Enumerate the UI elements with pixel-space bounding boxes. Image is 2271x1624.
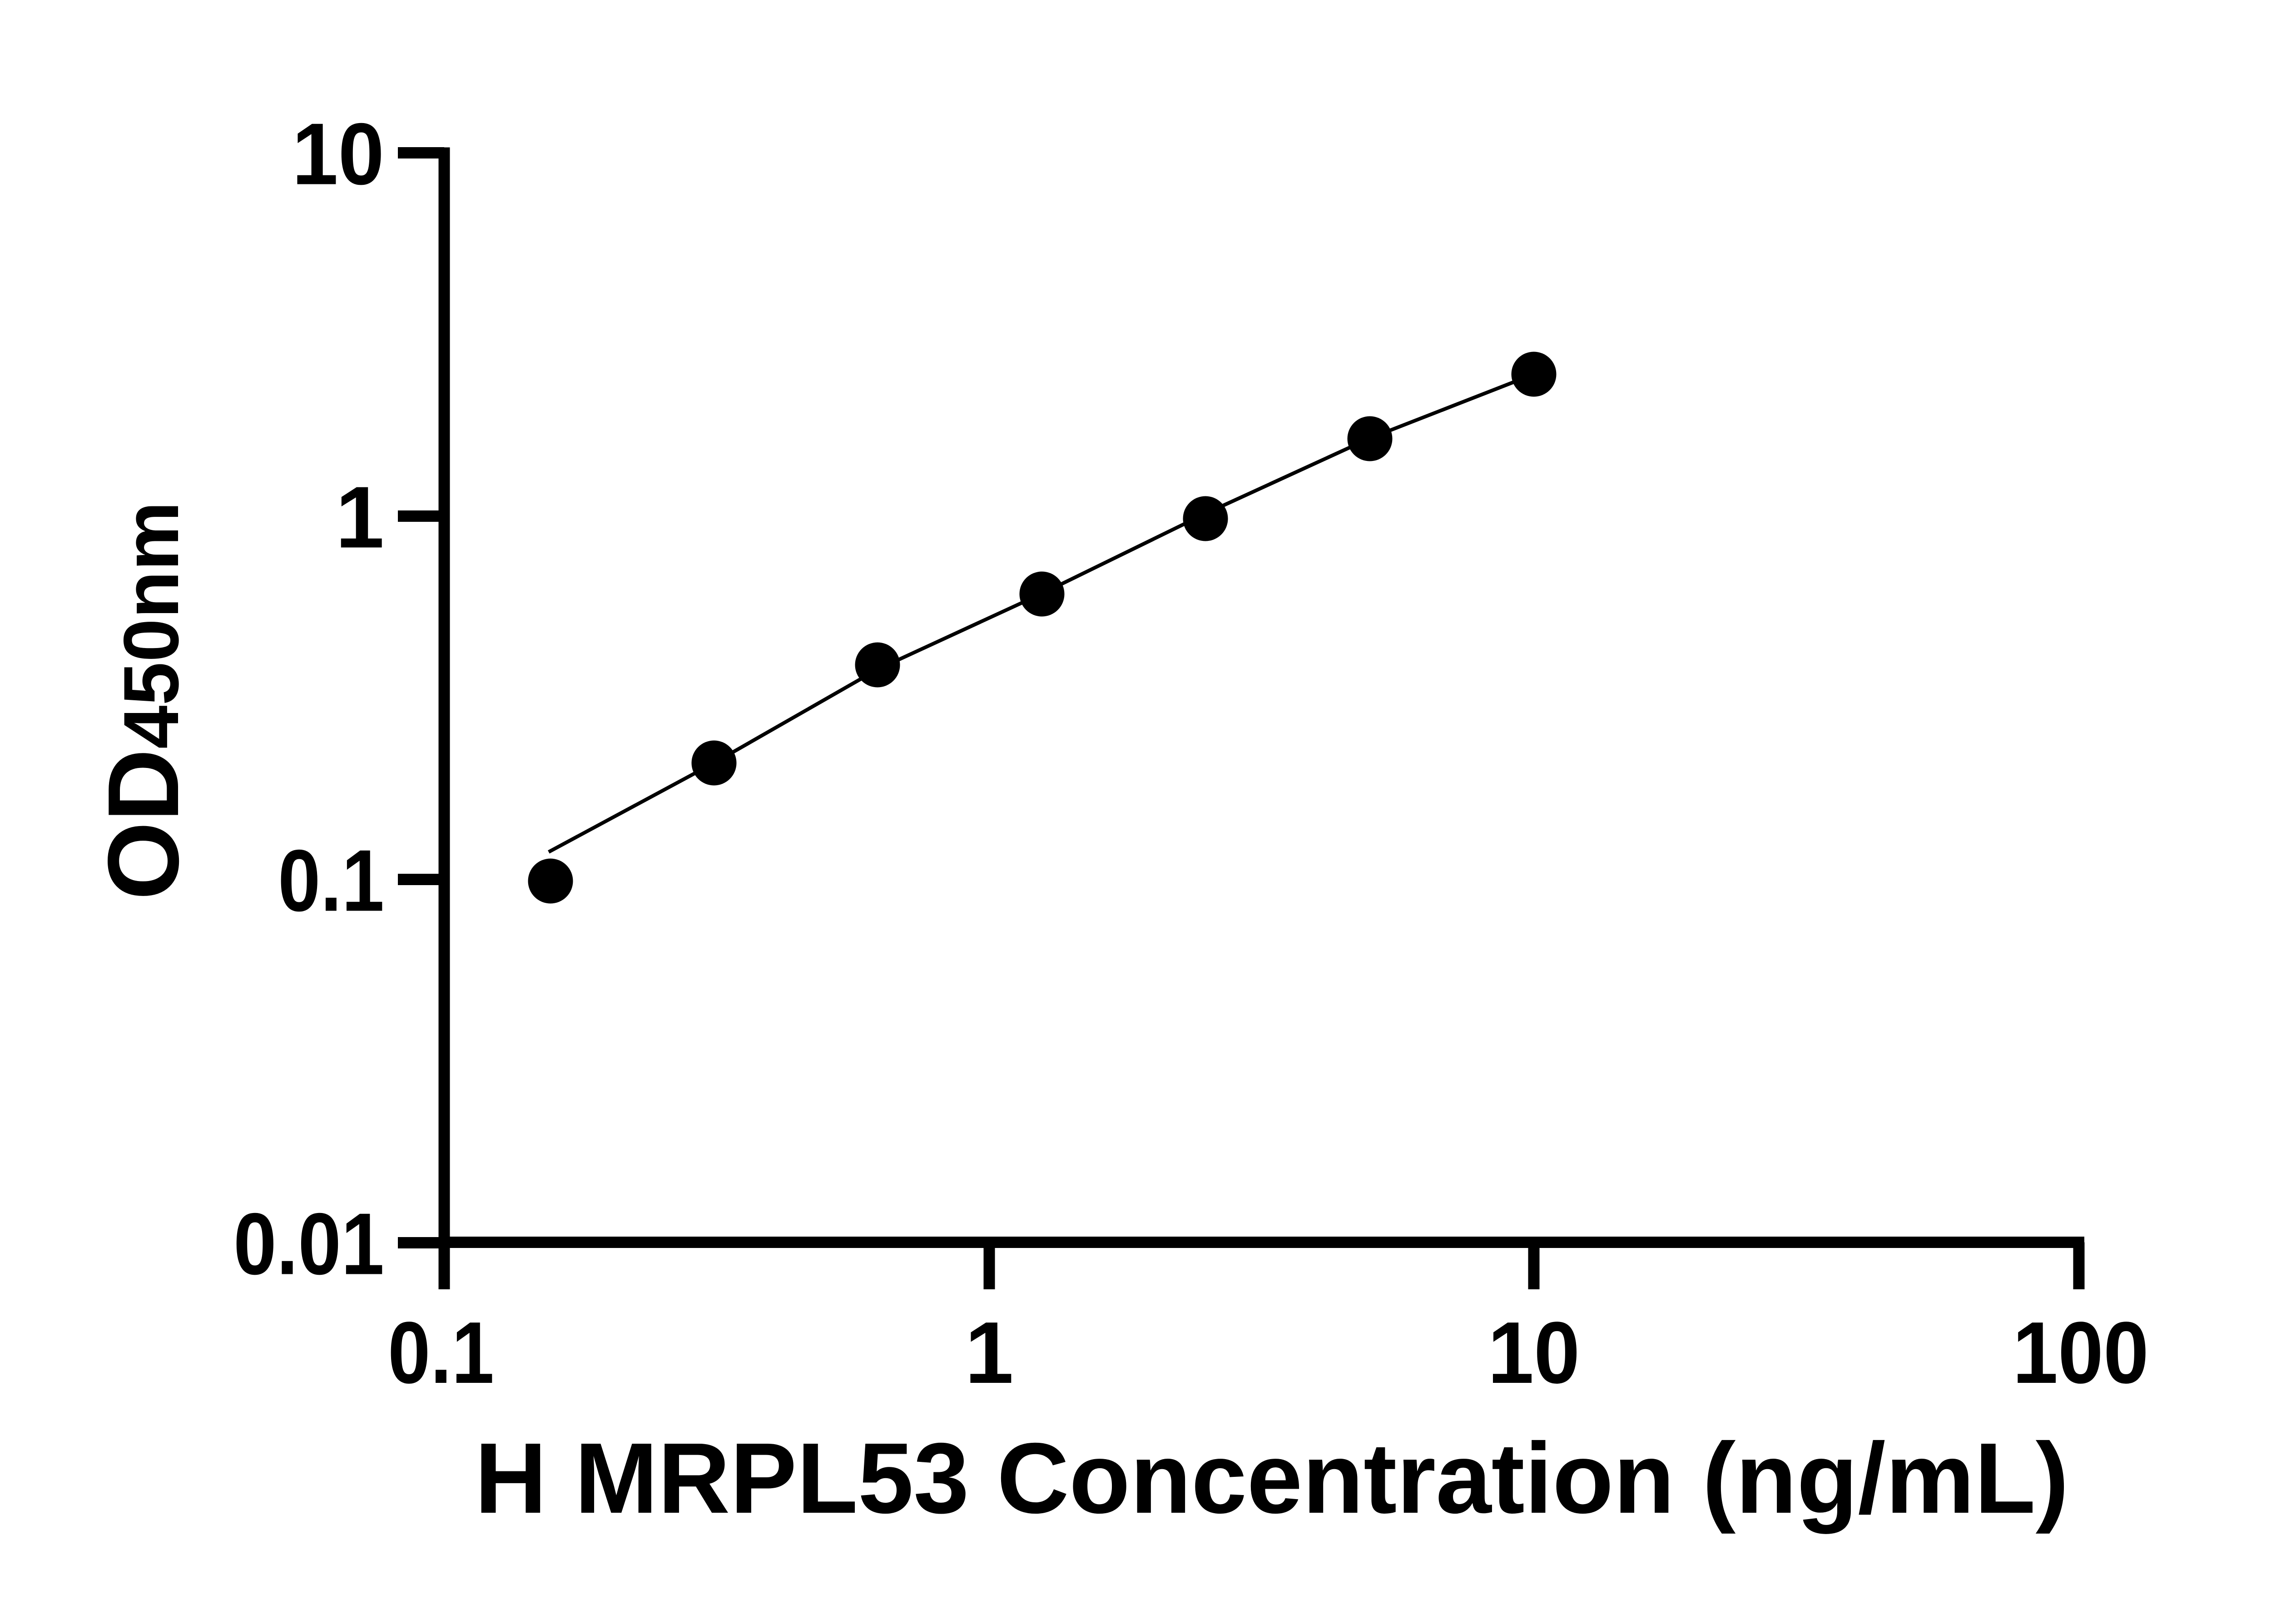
svg-text:OD450nm: OD450nm (87, 501, 200, 900)
svg-text:100: 100 (2013, 1303, 2149, 1401)
svg-text:10: 10 (1488, 1303, 1580, 1401)
svg-text:1: 1 (965, 1303, 1013, 1401)
svg-text:H MRPL53 Concentration (ng/mL): H MRPL53 Concentration (ng/mL) (475, 1422, 2069, 1534)
svg-text:0.1: 0.1 (388, 1303, 494, 1401)
svg-text:10: 10 (292, 105, 384, 203)
svg-text:0.01: 0.01 (233, 1195, 384, 1293)
svg-text:1: 1 (336, 468, 384, 566)
svg-text:0.1: 0.1 (278, 832, 384, 930)
